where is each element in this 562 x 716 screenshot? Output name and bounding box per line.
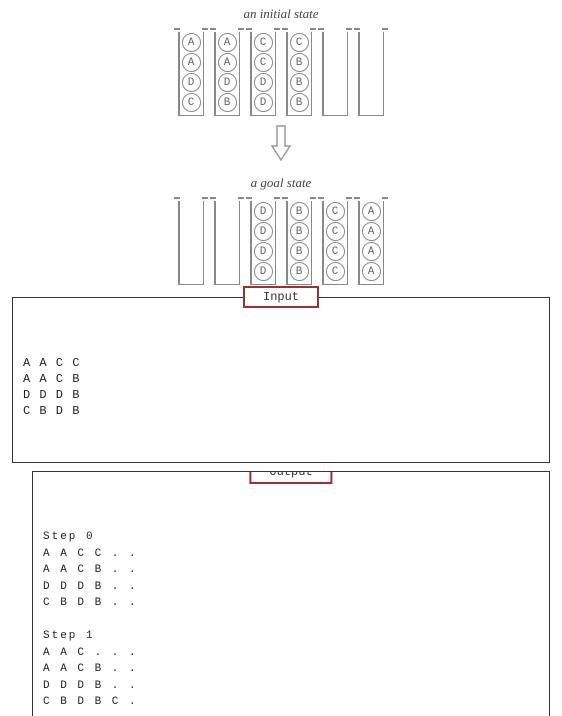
- tube: [212, 195, 242, 285]
- tube: CCDD: [248, 26, 278, 116]
- ball: B: [290, 53, 309, 72]
- ball: A: [218, 33, 237, 52]
- tube: AADB: [212, 26, 242, 116]
- ball: D: [254, 202, 273, 221]
- ball: D: [254, 262, 273, 281]
- tube: CCCC: [320, 195, 350, 285]
- tube: AADC: [176, 26, 206, 116]
- ball: D: [254, 242, 273, 261]
- ball: C: [290, 33, 309, 52]
- goal-state-label: a goal state: [0, 175, 562, 191]
- input-content: A A C C A A C B D D D B C B D B: [23, 355, 539, 420]
- ball: B: [290, 222, 309, 241]
- goal-tubes: DDDDBBBBCCCCAAAA: [0, 195, 562, 285]
- output-content: Step 0 A A C C . . A A C B . . D D D B .…: [43, 529, 539, 716]
- ball: B: [290, 242, 309, 261]
- ball: B: [290, 262, 309, 281]
- input-legend: Input: [243, 286, 319, 308]
- ball: C: [326, 202, 345, 221]
- ball: A: [182, 53, 201, 72]
- ball: A: [218, 53, 237, 72]
- ball: B: [290, 93, 309, 112]
- ball: C: [326, 222, 345, 241]
- ball: B: [290, 73, 309, 92]
- tube: [320, 26, 350, 116]
- ball: D: [218, 73, 237, 92]
- initial-state-label: an initial state: [0, 6, 562, 22]
- ball: B: [218, 93, 237, 112]
- tube: BBBB: [284, 195, 314, 285]
- ball: D: [254, 93, 273, 112]
- output-legend: Output: [249, 471, 332, 484]
- ball: C: [254, 53, 273, 72]
- tube: AAAA: [356, 195, 386, 285]
- ball: C: [326, 242, 345, 261]
- tube: [176, 195, 206, 285]
- initial-tubes: AADCAADBCCDDCBBB: [0, 26, 562, 116]
- tube: DDDD: [248, 195, 278, 285]
- ball: A: [362, 262, 381, 281]
- output-box: Output Step 0 A A C C . . A A C B . . D …: [32, 471, 550, 716]
- input-box: Input A A C C A A C B D D D B C B D B: [12, 297, 550, 463]
- arrow-down-icon: [0, 124, 562, 169]
- ball: C: [326, 262, 345, 281]
- ball: D: [182, 73, 201, 92]
- ball: D: [254, 73, 273, 92]
- ball: A: [362, 202, 381, 221]
- ball: D: [254, 222, 273, 241]
- ball: C: [182, 93, 201, 112]
- ball: A: [362, 242, 381, 261]
- ball: A: [182, 33, 201, 52]
- ball: A: [362, 222, 381, 241]
- tube: CBBB: [284, 26, 314, 116]
- ball: B: [290, 202, 309, 221]
- tube: [356, 26, 386, 116]
- ball: C: [254, 33, 273, 52]
